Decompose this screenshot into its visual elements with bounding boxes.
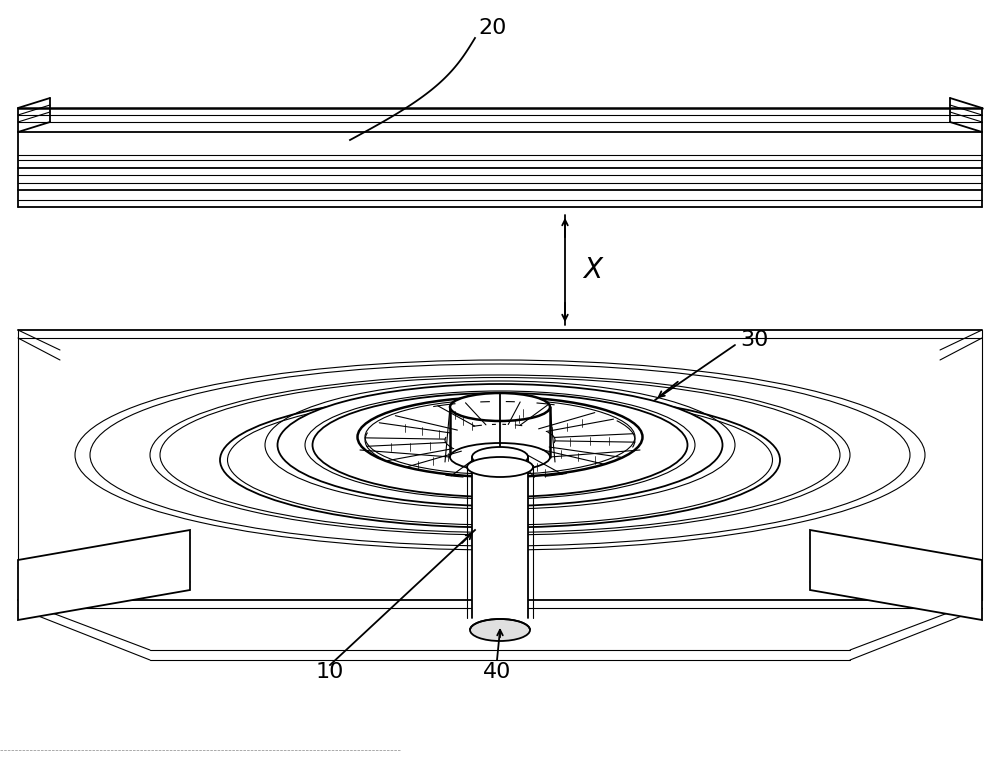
Text: 10: 10	[316, 662, 344, 682]
Ellipse shape	[450, 393, 550, 421]
Ellipse shape	[220, 393, 780, 528]
Ellipse shape	[450, 443, 550, 471]
Ellipse shape	[358, 397, 642, 477]
Text: X: X	[583, 256, 602, 284]
Ellipse shape	[472, 447, 528, 467]
Polygon shape	[810, 530, 982, 620]
Polygon shape	[18, 530, 190, 620]
Polygon shape	[472, 457, 528, 630]
Text: 20: 20	[479, 18, 507, 38]
Ellipse shape	[278, 384, 722, 506]
Text: 30: 30	[740, 330, 768, 350]
Ellipse shape	[470, 619, 530, 641]
Ellipse shape	[467, 457, 533, 477]
Ellipse shape	[312, 393, 688, 497]
Text: 40: 40	[483, 662, 511, 682]
